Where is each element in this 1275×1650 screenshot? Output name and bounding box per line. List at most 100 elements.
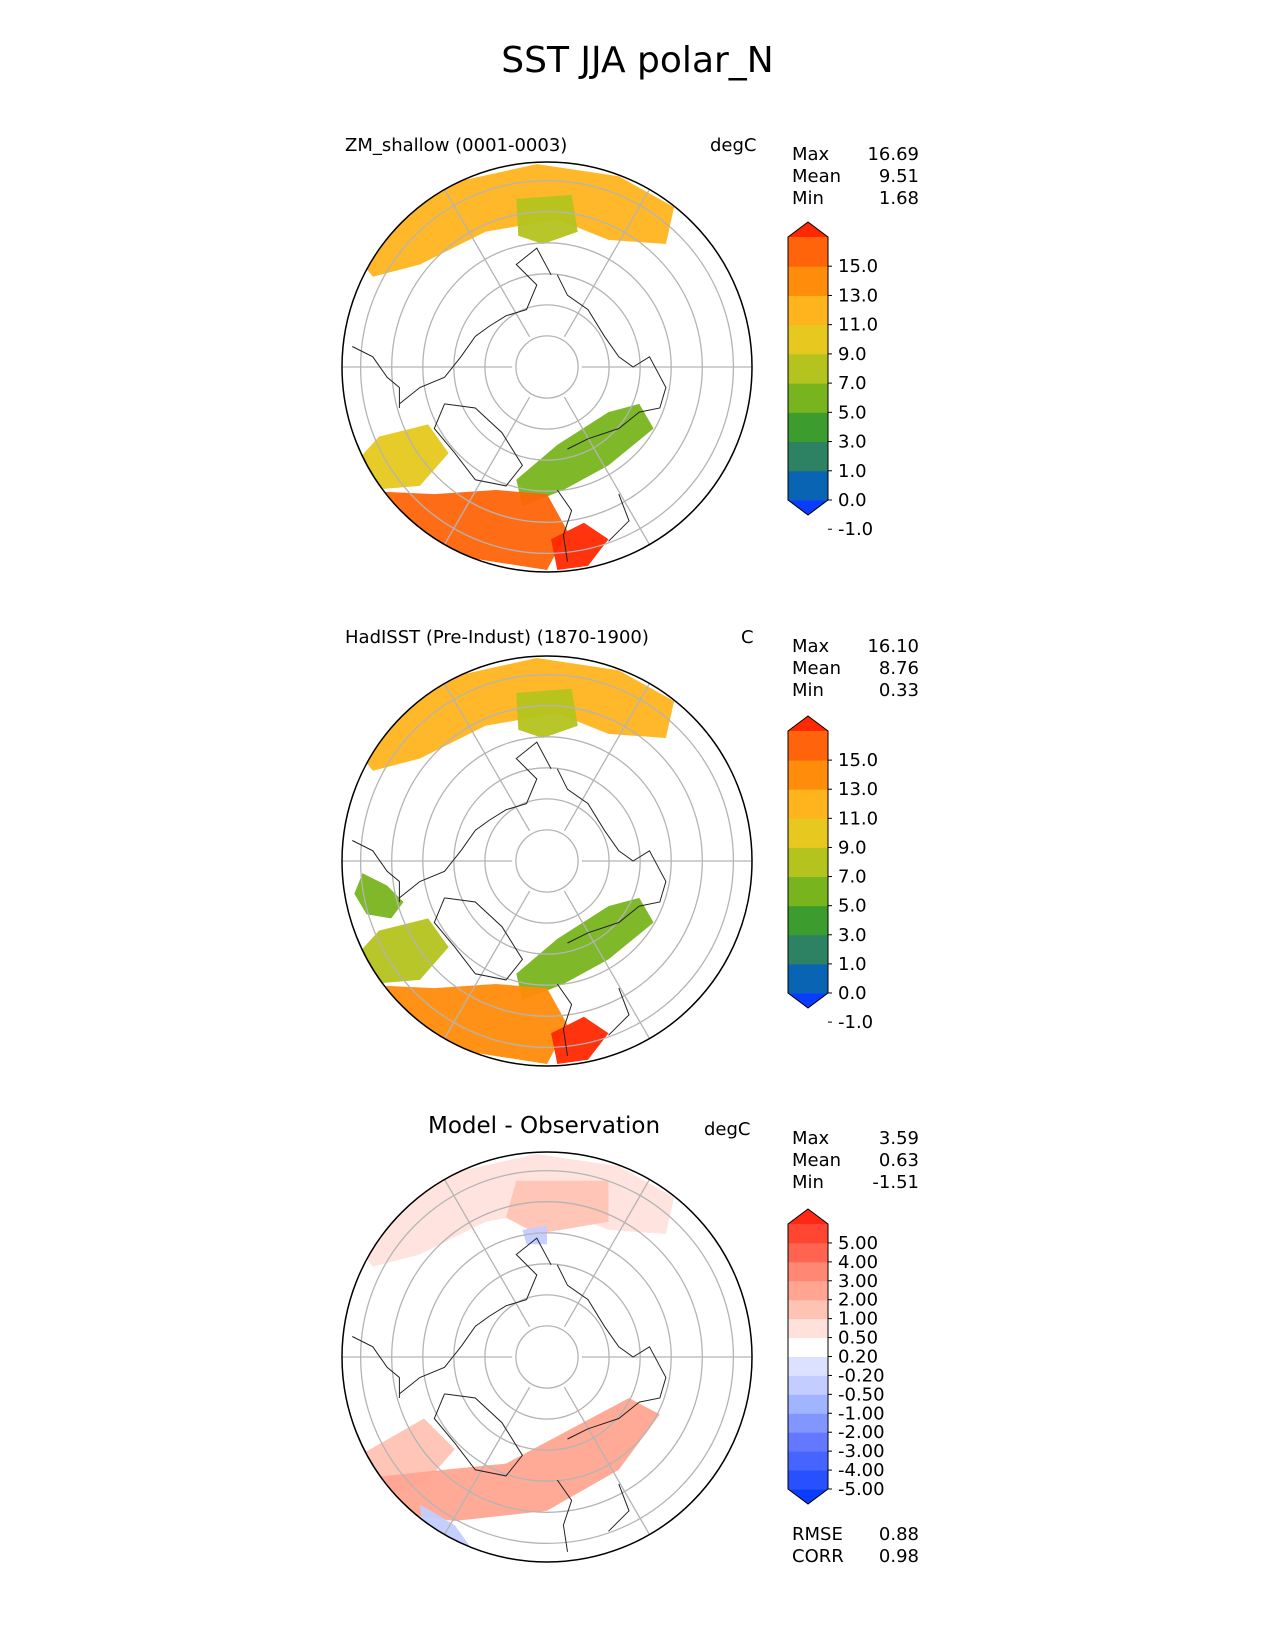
colorbar-segment xyxy=(788,1375,828,1395)
coastline xyxy=(556,489,573,562)
colorbar-tick-label: 5.0 xyxy=(838,896,867,917)
map-content xyxy=(342,1152,752,1562)
colorbar-segment xyxy=(788,295,828,326)
colorbar-segment xyxy=(788,237,828,267)
region-bering-sea-chukchi-margin xyxy=(516,194,578,244)
panel-1-stat-max: Max 16.69 xyxy=(792,144,919,166)
coastline xyxy=(608,493,630,542)
colorbar-tick-label: 1.00 xyxy=(838,1309,878,1330)
coastline xyxy=(433,1393,524,1477)
panel-1-title: ZM_shallow (0001-0003) xyxy=(345,135,568,156)
colorbar-segment xyxy=(788,876,828,907)
panel-2-stat-min: Min 0.33 xyxy=(792,680,919,702)
stat-value: 0.63 xyxy=(878,1150,919,1171)
map-background xyxy=(342,162,752,572)
colorbar-segment xyxy=(788,353,828,384)
colorbar-segment xyxy=(788,934,828,965)
region-north-atlantic-nordic-seas xyxy=(346,1398,660,1521)
colorbar-tick-label: 2.00 xyxy=(838,1290,878,1311)
colorbar-segment xyxy=(788,266,828,296)
colorbar-segment xyxy=(788,1224,828,1244)
figure-title: SST JJA polar_N xyxy=(501,40,774,81)
colorbar-segment xyxy=(788,1432,828,1452)
panel-2-stat-max: Max 16.10 xyxy=(792,636,919,658)
region-bering-sea-chukchi-margin xyxy=(516,688,578,738)
meridian-line xyxy=(563,683,651,832)
panel-3-title: Model - Observation xyxy=(428,1113,661,1139)
meridian-line xyxy=(563,1179,651,1328)
panel-2-title: HadISST (Pre-Indust) (1870-1900) xyxy=(345,627,649,648)
panel-2-stat-mean: Mean 8.76 xyxy=(792,658,919,680)
coastline xyxy=(433,897,524,981)
colorbar-tick-label: -1.0 xyxy=(838,1012,873,1033)
colorbar-segment xyxy=(788,412,828,442)
colorbar-tick-label: -4.00 xyxy=(838,1460,885,1481)
stat-value: -1.51 xyxy=(872,1172,919,1193)
region-labrador-sea-baffin-bay-entrance xyxy=(358,918,449,984)
map-panel-2: 15.0 13.0 11.0 9.0 7.0 5.0 3.0 1.0 0.0 -1.0 xyxy=(341,655,878,1067)
colorbar-segment xyxy=(788,1280,828,1301)
colorbar-tick-label: 3.0 xyxy=(838,432,867,453)
stat-value: 16.69 xyxy=(867,144,919,165)
stat-label: CORR xyxy=(792,1546,844,1567)
colorbar-3: 5.004.003.002.001.000.500.20-0.20-0.50-1… xyxy=(787,1208,885,1505)
region-greenland-sea-barents-sea xyxy=(516,403,654,507)
colorbar-segment xyxy=(788,818,828,848)
stat-label: Mean xyxy=(792,1150,842,1171)
coastline xyxy=(556,274,667,450)
colorbar-tick-label: 15.0 xyxy=(838,750,878,771)
coastline xyxy=(399,741,552,899)
stat-label: Min xyxy=(792,188,824,209)
colorbar-tick-label: 0.0 xyxy=(838,983,867,1004)
meridian-line xyxy=(443,1386,531,1535)
colorbar-segment xyxy=(788,1413,828,1433)
colorbar-segment xyxy=(788,731,828,761)
map-outline xyxy=(341,161,753,573)
colorbar-extend-bottom xyxy=(788,993,828,1008)
stat-label: Max xyxy=(792,144,830,165)
meridian-line xyxy=(443,683,531,832)
colorbar-tick-label: 0.20 xyxy=(838,1347,878,1368)
colorbar-tick-label: 4.00 xyxy=(838,1252,878,1273)
colorbar-segment xyxy=(788,441,828,472)
colorbar-segment xyxy=(788,1451,828,1471)
stat-value: 16.10 xyxy=(867,636,919,657)
meridian-line xyxy=(563,890,651,1039)
meridian-line xyxy=(443,1179,531,1328)
colorbar-tick-label: -2.00 xyxy=(838,1422,885,1443)
colorbar-extend-bottom xyxy=(788,1489,828,1504)
coastline xyxy=(556,768,667,944)
coastline xyxy=(352,840,400,902)
latitude-circle xyxy=(515,335,579,399)
coastline xyxy=(556,1479,573,1552)
stat-value: 0.33 xyxy=(878,680,919,701)
meridian-line xyxy=(443,396,531,545)
panel-1-stat-min: Min 1.68 xyxy=(792,188,919,210)
coastline xyxy=(399,247,552,405)
meridian-line xyxy=(563,396,651,545)
latitude-circle xyxy=(515,829,579,893)
colorbar-segment xyxy=(788,1261,828,1282)
colorbar-segment xyxy=(788,789,828,819)
coastline xyxy=(556,983,573,1056)
stat-value: 3.59 xyxy=(878,1128,919,1149)
panel-3-units: degC xyxy=(704,1119,751,1140)
region-bering-sea xyxy=(506,1180,609,1234)
region-greenland-sea-barents-sea xyxy=(516,897,654,1001)
colorbar-segment xyxy=(788,1337,828,1357)
colorbar-segment xyxy=(788,383,828,413)
coastline xyxy=(352,1336,400,1398)
colorbar-tick-label: 5.00 xyxy=(838,1233,878,1254)
stat-label: Max xyxy=(792,636,830,657)
region-bering-strait xyxy=(522,1225,547,1245)
colorbar-tick-label: 0.50 xyxy=(838,1328,878,1349)
colorbar-segment xyxy=(788,1470,828,1490)
region-baltic-north-sea xyxy=(551,522,609,570)
meridian-line xyxy=(443,189,531,338)
colorbar-tick-label: 7.0 xyxy=(838,867,867,888)
colorbar-segment xyxy=(788,470,828,501)
colorbar-tick-label: 0.0 xyxy=(838,490,867,511)
stat-label: RMSE xyxy=(792,1524,843,1545)
stat-label: Mean xyxy=(792,658,842,679)
